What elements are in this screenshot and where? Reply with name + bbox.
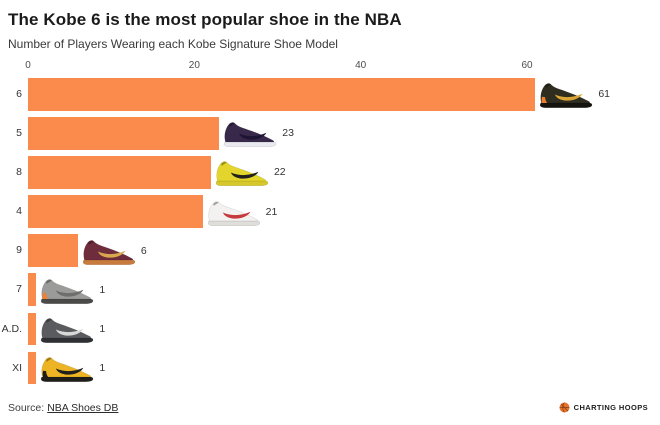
kobe-ad-shoe-image	[41, 318, 94, 343]
kobe-5-shoe-image	[224, 122, 277, 148]
source-link[interactable]: NBA Shoes DB	[47, 402, 119, 414]
x-axis-tick: 20	[188, 60, 200, 71]
kobe-7-shoe-image	[41, 278, 94, 304]
x-axis-tick: 40	[355, 60, 367, 71]
bar	[28, 273, 37, 306]
bar	[28, 234, 78, 267]
value-label: 1	[99, 322, 106, 335]
category-label: XI	[12, 361, 22, 374]
category-label: 6	[16, 88, 22, 100]
value-label: 1	[99, 283, 106, 296]
category-label: 9	[16, 244, 22, 257]
bar-row: 5 23	[0, 117, 660, 150]
category-label: 8	[16, 166, 22, 179]
category-label: A.D.	[1, 322, 22, 335]
x-axis-tick: 60	[521, 60, 533, 71]
charting-hoops-logo: CHARTING HOOPS	[559, 402, 648, 413]
bar-row: 4 21	[0, 195, 660, 228]
category-label: 4	[16, 205, 22, 218]
kobe-8-shoe-image	[215, 161, 269, 187]
bar	[28, 351, 37, 385]
kobe-4-shoe-image	[207, 200, 260, 226]
basketball-icon	[559, 402, 570, 413]
brand-name: CHARTING HOOPS	[573, 403, 648, 412]
category-label: 7	[16, 283, 22, 296]
kobe-xi-shoe-image	[41, 357, 94, 382]
value-label: 1	[99, 361, 106, 374]
value-label: 6	[140, 244, 147, 257]
bar-row: 8 22	[0, 156, 660, 189]
x-axis: 0 20 40 60	[0, 60, 660, 73]
bar	[28, 156, 211, 189]
value-label: 22	[273, 166, 286, 179]
bar	[28, 312, 37, 346]
bar-row: XI 1	[0, 351, 660, 385]
value-label: 61	[598, 88, 610, 101]
source-label: Source:	[8, 402, 45, 414]
x-axis-tick: 0	[25, 60, 31, 71]
chart-title: The Kobe 6 is the most popular shoe in t…	[8, 10, 402, 29]
chart-subtitle: Number of Players Wearing each Kobe Sign…	[8, 37, 338, 51]
value-label: 21	[265, 205, 278, 218]
value-label: 23	[282, 127, 294, 140]
kobe-9-shoe-image	[82, 239, 136, 265]
bar	[28, 78, 536, 111]
category-label: 5	[16, 127, 22, 140]
bar-chart: 6 61 5 23 8 22 4 21 9 6 7 1 A.D. 1 XI 1	[0, 78, 660, 385]
bar	[28, 117, 220, 150]
kobe-6-shoe-image	[540, 83, 593, 109]
source-note: Source: NBA Shoes DB	[8, 402, 118, 414]
bar-row: A.D. 1	[0, 312, 660, 346]
bar	[28, 195, 203, 228]
bar-row: 6 61	[0, 78, 660, 111]
